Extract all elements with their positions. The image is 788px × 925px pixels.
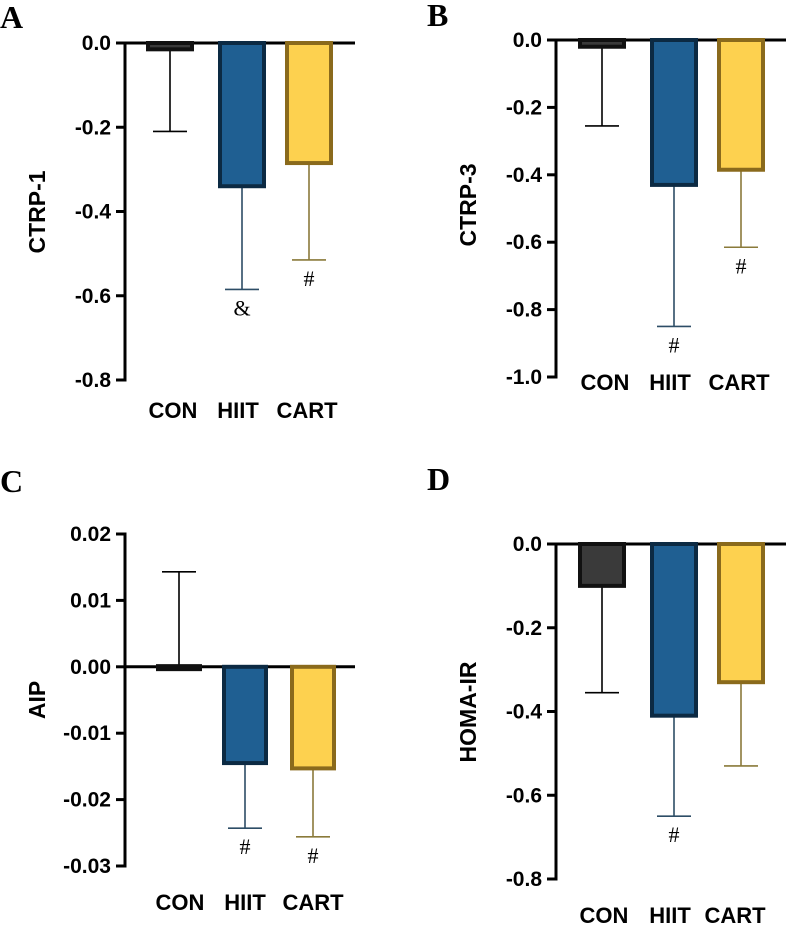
significance-mark: # <box>304 266 315 291</box>
panel-letter: A <box>0 0 23 35</box>
y-tick-label: -0.8 <box>75 369 112 392</box>
y-tick-label: -0.2 <box>75 116 111 139</box>
significance-mark: # <box>240 834 251 859</box>
bar-hiit <box>218 41 266 189</box>
significance-mark: # <box>669 822 680 847</box>
bar-hiit <box>650 38 698 187</box>
y-tick-label: -0.4 <box>506 701 543 724</box>
x-category-label: HIIT <box>649 370 691 395</box>
y-axis-title: CTRP-3 <box>455 163 481 246</box>
x-category-label: CON <box>149 398 198 423</box>
significance-mark: # <box>308 843 319 868</box>
y-tick-label: -0.6 <box>506 231 542 254</box>
x-category-label: HIIT <box>649 903 691 925</box>
bar-con <box>578 542 626 588</box>
y-tick-label: -0.6 <box>506 784 542 807</box>
y-tick-label: -0.02 <box>63 789 111 812</box>
bar-hiit <box>222 664 268 766</box>
y-axis-title: AIP <box>24 681 50 719</box>
x-category-label: HIIT <box>217 398 259 423</box>
y-tick-label: 0.0 <box>513 29 542 52</box>
y-tick-label: 0.0 <box>82 32 111 55</box>
panel-letter: B <box>427 0 448 33</box>
y-tick-label: -0.03 <box>63 855 111 878</box>
x-category-label: CON <box>156 890 205 915</box>
bar-con <box>146 41 194 52</box>
x-category-label: HIIT <box>224 890 266 915</box>
y-tick-label: 0.00 <box>70 656 111 679</box>
significance-mark: # <box>669 332 680 357</box>
y-tick-label: -0.4 <box>506 164 543 187</box>
y-tick-label: -1.0 <box>506 366 542 389</box>
y-tick-label: -0.4 <box>75 201 112 224</box>
y-tick-label: 0.0 <box>513 533 542 556</box>
y-tick-label: -0.01 <box>63 722 111 745</box>
x-category-label: CART <box>276 398 338 423</box>
chart-panel-c: C AIP 0.02 0.01 0.00 -0.01 -0.02 -0.03 CON # HIIT #… <box>0 463 355 915</box>
y-tick-label: -0.8 <box>506 868 543 891</box>
x-category-label: CON <box>581 370 630 395</box>
panel-letter: C <box>0 463 23 499</box>
x-category-label: CON <box>580 903 629 925</box>
bar-hiit <box>650 542 698 718</box>
y-tick-label: -0.2 <box>506 96 542 119</box>
y-tick-label: -0.8 <box>506 299 543 322</box>
y-axis-title: HOMA-IR <box>455 661 481 762</box>
panel-letter: D <box>427 461 450 497</box>
significance-mark: & <box>233 295 250 320</box>
bar-cart <box>717 542 765 685</box>
y-tick-label: 0.02 <box>70 523 111 546</box>
chart-panel-a: A CTRP-1 0.0 -0.2 -0.4 -0.6 -0.8 CON & HIIT # CART <box>0 0 355 423</box>
chart-panel-d: D HOMA-IR 0.0 -0.2 -0.4 -0.6 -0.8 CON # HIIT CART <box>427 461 786 925</box>
x-category-label: CART <box>282 890 344 915</box>
chart-panel-b: B CTRP-3 0.0 -0.2 -0.4 -0.6 -0.8 -1.0 CON # HIIT # C… <box>427 0 786 395</box>
bar-con <box>578 38 626 49</box>
x-category-label: CART <box>708 370 770 395</box>
y-tick-label: -0.6 <box>75 285 111 308</box>
bar-cart <box>285 41 333 166</box>
bar-cart <box>290 664 336 771</box>
significance-mark: # <box>736 253 747 278</box>
bar-con <box>156 664 202 672</box>
x-category-label: CART <box>704 903 766 925</box>
y-tick-label: -0.2 <box>506 617 542 640</box>
y-axis-title: CTRP-1 <box>24 170 50 253</box>
bar-cart <box>717 38 765 172</box>
y-tick-label: 0.01 <box>70 589 111 612</box>
